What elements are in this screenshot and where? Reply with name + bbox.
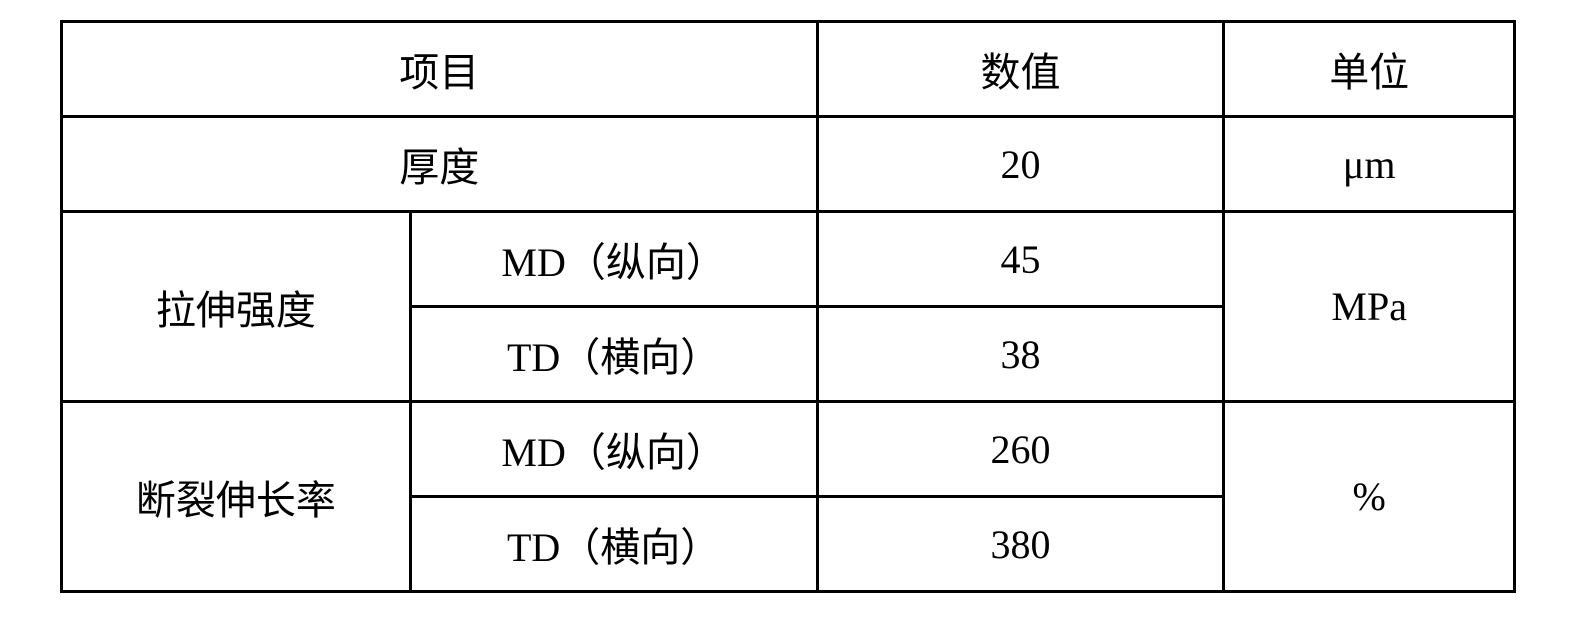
thickness-label: 厚度	[62, 117, 818, 212]
tensile-strength-md-label: MD（纵向）	[410, 212, 817, 307]
elongation-md-label: MD（纵向）	[410, 402, 817, 497]
elongation-md-value: 260	[817, 402, 1224, 497]
header-value: 数值	[817, 22, 1224, 117]
elongation-unit: %	[1224, 402, 1515, 592]
tensile-strength-td-value: 38	[817, 307, 1224, 402]
table-header-row: 项目 数值 单位	[62, 22, 1515, 117]
elongation-td-label: TD（横向）	[410, 497, 817, 592]
tensile-strength-td-label: TD（横向）	[410, 307, 817, 402]
elongation-td-value: 380	[817, 497, 1224, 592]
thickness-value: 20	[817, 117, 1224, 212]
page: 项目 数值 单位 厚度 20 μm 拉伸强度 MD（纵向） 45 MPa TD（…	[0, 0, 1576, 628]
tensile-strength-label: 拉伸强度	[62, 212, 411, 402]
thickness-unit: μm	[1224, 117, 1515, 212]
header-item: 项目	[62, 22, 818, 117]
table-row: 厚度 20 μm	[62, 117, 1515, 212]
table-row: 断裂伸长率 MD（纵向） 260 %	[62, 402, 1515, 497]
tensile-strength-md-value: 45	[817, 212, 1224, 307]
properties-table: 项目 数值 单位 厚度 20 μm 拉伸强度 MD（纵向） 45 MPa TD（…	[60, 20, 1516, 593]
header-unit: 单位	[1224, 22, 1515, 117]
table-row: 拉伸强度 MD（纵向） 45 MPa	[62, 212, 1515, 307]
tensile-strength-unit: MPa	[1224, 212, 1515, 402]
elongation-label: 断裂伸长率	[62, 402, 411, 592]
